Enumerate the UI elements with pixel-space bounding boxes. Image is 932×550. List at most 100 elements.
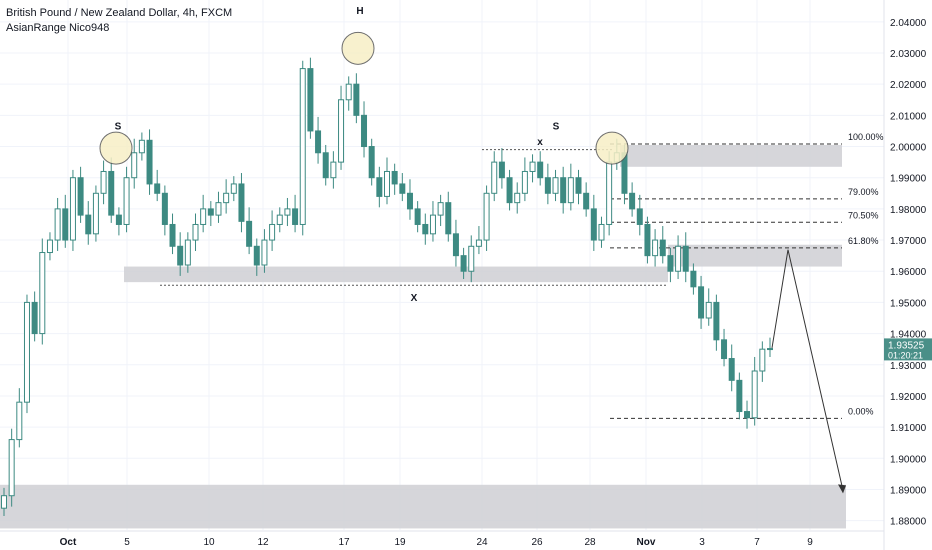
- candle-body: [299, 68, 306, 225]
- candle-body: [276, 214, 283, 225]
- pattern-annotation: X: [411, 293, 418, 304]
- time-tick-label: Nov: [637, 537, 656, 548]
- time-axis: Oct 5 10 12 17 19 24 26 28 Nov 3 7 9: [0, 530, 884, 548]
- time-tick-label: 19: [394, 537, 406, 548]
- arrow-head: [838, 484, 846, 494]
- candle-body: [659, 239, 666, 257]
- candle-body: [46, 239, 53, 254]
- candle-body: [598, 223, 605, 241]
- candle-body: [338, 99, 345, 163]
- candle-body: [62, 208, 69, 241]
- candle-body: [138, 139, 145, 154]
- candle-body: [429, 214, 436, 235]
- pattern-annotation: S: [553, 121, 560, 132]
- candle-body: [529, 161, 536, 172]
- candle-body: [384, 170, 390, 197]
- candle-body: [544, 177, 551, 194]
- candle-body: [445, 202, 452, 235]
- candle-body: [606, 161, 613, 225]
- price-axis: 2.04000 2.03000 2.02000 2.01000 2.00000 1.990…: [883, 0, 932, 550]
- candle-body: [468, 245, 475, 272]
- candle-body: [192, 223, 199, 241]
- candle-body: [667, 255, 674, 272]
- candle-body: [767, 348, 773, 351]
- candle-body: [713, 301, 720, 341]
- candle-body: [1, 495, 7, 509]
- candle-body: [744, 411, 751, 419]
- price-tick-label: 2.04000: [890, 18, 927, 29]
- candle-body: [652, 239, 659, 257]
- candle-body: [475, 239, 482, 247]
- time-tick-label: 10: [203, 537, 215, 548]
- candle-body: [177, 245, 184, 266]
- candle-body: [368, 146, 375, 179]
- price-tick-label: 1.98000: [890, 205, 927, 216]
- price-tick-label: 1.95000: [890, 298, 927, 309]
- current-price-badge: [884, 338, 932, 361]
- candle-body: [169, 223, 176, 247]
- candle-body: [39, 252, 46, 335]
- time-tick-label: 12: [257, 537, 269, 548]
- candle-body: [537, 161, 544, 179]
- candle-body: [315, 130, 322, 154]
- candle-body: [682, 245, 689, 272]
- candle-body: [491, 161, 498, 194]
- candle-body: [644, 223, 651, 257]
- price-tick-label: 2.00000: [890, 143, 927, 154]
- price-tick-label: 2.03000: [890, 49, 927, 60]
- fib-label: 100.00%: [848, 132, 884, 142]
- time-tick-label: 5: [124, 537, 130, 548]
- countdown-label: 01:20:21: [888, 350, 923, 360]
- candle-body: [154, 183, 161, 194]
- candle-body: [253, 245, 260, 266]
- time-tick-label: 26: [531, 537, 543, 548]
- supply-demand-zones: [0, 144, 846, 529]
- candle-body: [728, 358, 735, 381]
- candle-body: [721, 339, 728, 360]
- candle-body: [85, 214, 92, 235]
- drawings: S H Sx X: [99, 6, 846, 494]
- time-tick-label: 17: [338, 537, 350, 548]
- indicator-label: AsianRange Nico948: [6, 22, 110, 34]
- pattern-circle: [341, 31, 375, 65]
- fib-label: 61.80%: [848, 236, 879, 246]
- zone-rect: [124, 266, 668, 283]
- chart-legend: British Pound / New Zealand Dollar, 4h, …: [6, 6, 232, 36]
- price-tick-label: 1.94000: [890, 330, 927, 341]
- pattern-annotation: H: [356, 6, 363, 17]
- candle-body: [498, 161, 505, 179]
- candle-body: [583, 192, 590, 210]
- price-tick-label: 2.02000: [890, 80, 927, 91]
- candle-body: [391, 170, 398, 185]
- candle-body: [123, 177, 130, 225]
- price-tick-label: 1.91000: [890, 423, 927, 434]
- candle-body: [406, 192, 413, 210]
- candle-body: [636, 208, 643, 225]
- price-tick-label: 1.96000: [890, 267, 927, 278]
- candle-body: [184, 239, 191, 266]
- candle-body: [108, 170, 115, 216]
- candle-body: [92, 192, 99, 235]
- price-tick-label: 1.99000: [890, 174, 927, 185]
- candle-body: [376, 177, 383, 197]
- candle-body: [54, 208, 61, 241]
- candle-body: [246, 220, 253, 247]
- price-tick-label: 1.92000: [890, 392, 927, 403]
- candle-body: [690, 270, 697, 288]
- candle-body: [751, 370, 758, 419]
- fib-label: 70.50%: [848, 210, 879, 220]
- candle-body: [521, 170, 528, 194]
- candle-body: [399, 183, 406, 194]
- candle-body: [437, 202, 444, 216]
- candle-body: [284, 208, 291, 216]
- candle-body: [460, 255, 467, 272]
- candle-body: [269, 223, 276, 241]
- fib-label: 79.00%: [848, 187, 879, 197]
- projection-arrow: [771, 249, 844, 491]
- candle-body: [759, 348, 766, 372]
- price-tick-label: 1.90000: [890, 454, 927, 465]
- pattern-annotation: S: [115, 121, 122, 132]
- symbol-title: British Pound / New Zealand Dollar, 4h, …: [6, 7, 233, 19]
